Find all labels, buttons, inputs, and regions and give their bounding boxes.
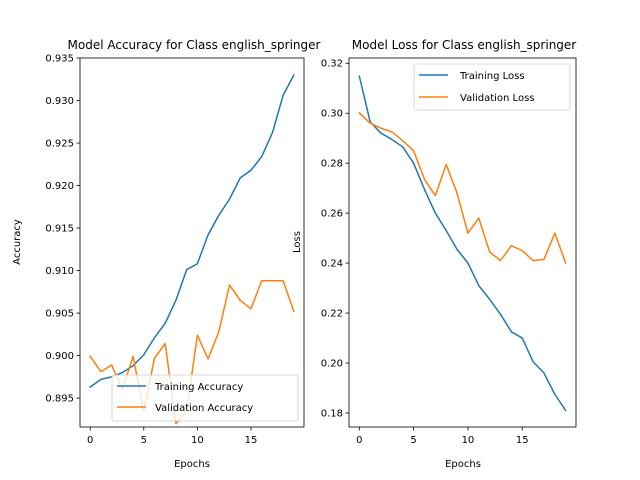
loss-legend: Training Loss Validation Loss (413, 63, 571, 111)
accuracy-training-line (89, 73, 295, 389)
loss-y-tick-label: 0.24 (321, 259, 343, 270)
loss-ticks: 0 5 10 15 0.18 0.20 0.22 0.24 0.26 0.28 0.30 0.32 (321, 59, 529, 446)
accuracy-plot-frame (79, 57, 305, 428)
loss-chart-title: Model Loss for Class english_springer (352, 38, 577, 52)
loss-y-tick-label: 0.20 (321, 359, 343, 370)
accuracy-y-axis-label: Accuracy (12, 219, 23, 265)
loss-y-tick-label: 0.32 (321, 59, 343, 70)
loss-training-line (358, 75, 567, 412)
loss-x-axis-label: Epochs (445, 459, 481, 470)
loss-plot-frame (348, 57, 577, 428)
loss-legend-validation-label: Validation Loss (460, 93, 535, 104)
accuracy-y-tick-label: 0.935 (45, 54, 74, 65)
loss-y-tick-label: 0.18 (321, 409, 343, 420)
accuracy-y-tick-label: 0.910 (45, 266, 74, 277)
accuracy-x-tick-label: 10 (191, 435, 204, 446)
accuracy-y-tick-label: 0.905 (45, 309, 74, 320)
accuracy-x-tick-label: 15 (245, 435, 258, 446)
accuracy-legend-training-label: Training Accuracy (154, 382, 243, 393)
accuracy-y-tick-label: 0.920 (45, 181, 74, 192)
loss-legend-box (413, 63, 571, 111)
loss-chart: Model Loss for Class english_springer Ep… (292, 38, 577, 470)
loss-legend-training-label: Training Loss (459, 71, 525, 82)
loss-y-tick-label: 0.26 (321, 209, 343, 220)
loss-x-tick-label: 0 (356, 435, 362, 446)
loss-y-tick-label: 0.30 (321, 109, 343, 120)
accuracy-y-tick-label: 0.930 (45, 96, 74, 107)
loss-y-tick-label: 0.22 (321, 309, 343, 320)
accuracy-chart-title: Model Accuracy for Class english_springe… (68, 38, 321, 52)
loss-y-axis-label: Loss (292, 231, 303, 253)
loss-x-tick-label: 15 (516, 435, 529, 446)
accuracy-legend-box (111, 374, 299, 422)
accuracy-x-tick-label: 0 (87, 435, 93, 446)
accuracy-lines (89, 73, 295, 425)
loss-x-tick-label: 5 (410, 435, 416, 446)
accuracy-chart: Model Accuracy for Class english_springe… (12, 38, 321, 470)
loss-lines (358, 75, 567, 412)
accuracy-ticks: 0 5 10 15 0.895 0.900 0.905 0.910 0.915 0.920 0.92… (45, 54, 257, 447)
accuracy-x-axis-label: Epochs (174, 459, 210, 470)
accuracy-x-tick-label: 5 (141, 435, 147, 446)
loss-x-tick-label: 10 (462, 435, 475, 446)
loss-validation-line (358, 111, 567, 265)
accuracy-y-tick-label: 0.895 (45, 394, 74, 405)
loss-y-tick-label: 0.28 (321, 159, 343, 170)
accuracy-y-tick-label: 0.925 (45, 139, 74, 150)
accuracy-y-tick-label: 0.915 (45, 224, 74, 235)
accuracy-legend-validation-label: Validation Accuracy (155, 403, 253, 414)
accuracy-y-tick-label: 0.900 (45, 351, 74, 362)
accuracy-legend: Training Accuracy Validation Accuracy (111, 374, 299, 422)
